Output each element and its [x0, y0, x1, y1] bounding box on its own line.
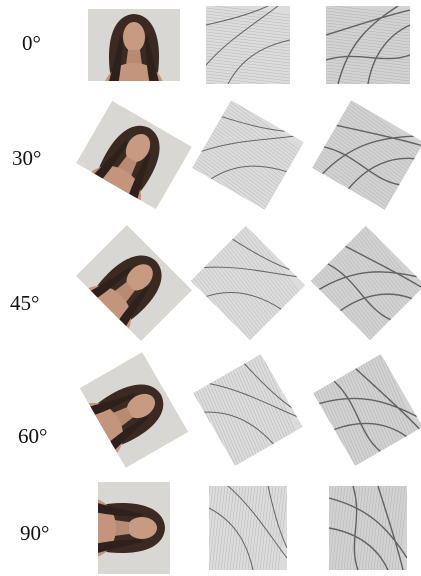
ridge [326, 83, 410, 93]
ridge [200, 486, 210, 570]
palm-image-b [303, 354, 421, 472]
face-image [88, 9, 180, 85]
palm-image-a [182, 225, 306, 349]
row: 90° [20, 482, 408, 574]
row: 60° [18, 352, 421, 472]
face-image [94, 482, 170, 574]
palm-image-a [197, 486, 288, 570]
face-image [76, 352, 188, 470]
ridge [317, 486, 327, 570]
face [127, 517, 157, 539]
palm-image-b [302, 225, 421, 349]
angle-label: 45° [10, 291, 39, 315]
figure: 0° 30° 45° 60° 90° [0, 0, 421, 576]
row: 30° [12, 99, 421, 220]
palm-image-a [206, 5, 290, 96]
palm-bg [193, 354, 303, 466]
angle-label: 90° [20, 521, 49, 545]
palm-image-a [183, 354, 304, 472]
face [123, 22, 145, 52]
face-image [74, 101, 192, 213]
row: 45° [10, 225, 421, 349]
palm-image-b [326, 5, 410, 96]
neck [126, 50, 142, 65]
palm-image-a [186, 99, 304, 220]
palm-image-b [317, 486, 408, 570]
ridge [197, 486, 207, 570]
angle-label: 60° [18, 424, 47, 448]
ridge [206, 86, 290, 96]
ridge [206, 83, 290, 93]
ridge [320, 486, 330, 570]
palm-image-b [306, 99, 421, 220]
face-image [73, 225, 192, 344]
angle-label: 0° [22, 31, 41, 55]
row: 0° [22, 5, 410, 96]
neck [114, 520, 129, 536]
angle-label: 30° [12, 146, 41, 170]
ridge [326, 86, 410, 96]
